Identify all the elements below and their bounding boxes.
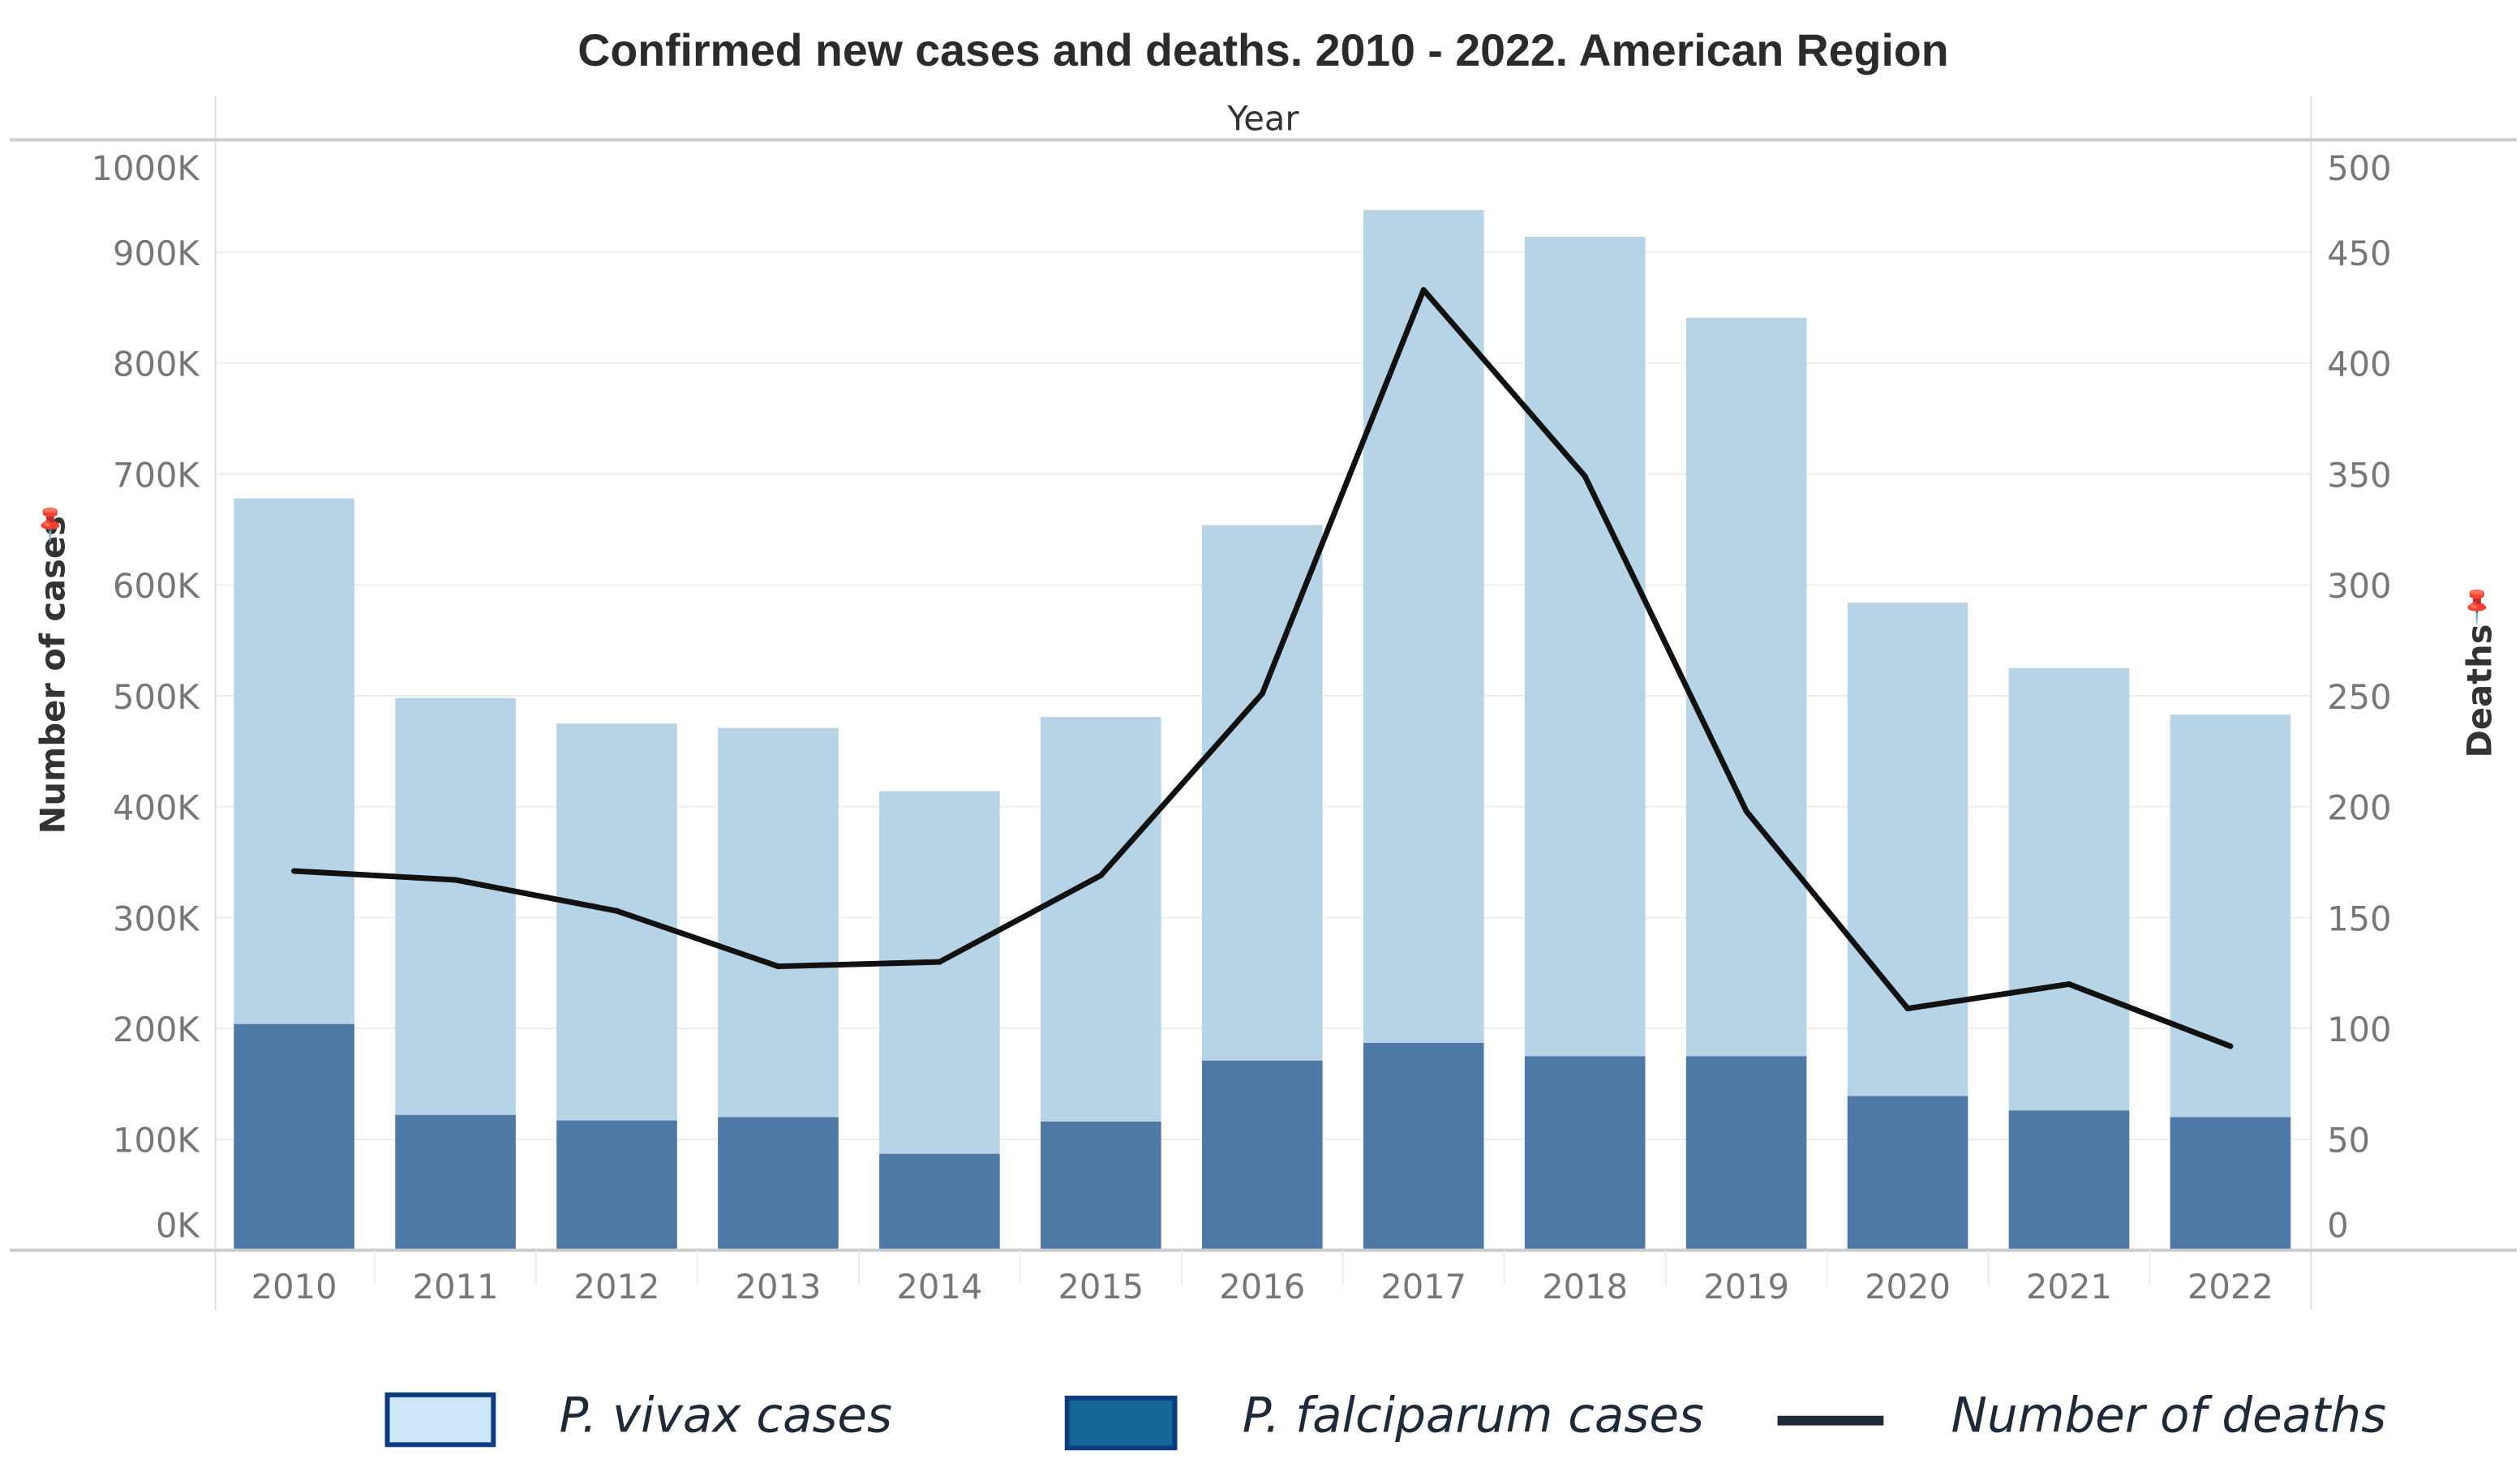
y2-axis-title: Deaths bbox=[2459, 624, 2499, 757]
legend-item-vivax[interactable]: P. vivax cases bbox=[384, 1388, 892, 1448]
deaths-point-2011 bbox=[452, 877, 459, 883]
bar-falciparum-2018 bbox=[1524, 1056, 1646, 1251]
bar-falciparum-2020 bbox=[1847, 1096, 1968, 1251]
x-tick-label: 2017 bbox=[1380, 1267, 1466, 1307]
y2-tick-label: 350 bbox=[2327, 455, 2391, 495]
y-tick-label: 600K bbox=[113, 566, 200, 606]
y-axis-title: Number of cases bbox=[32, 516, 72, 835]
deaths-point-2014 bbox=[936, 959, 942, 965]
x-ticks: 2010 2011 2012 2013 2014 2015 2016 2017 2018 2019… bbox=[251, 1250, 2273, 1307]
bar-vivax-2021 bbox=[2008, 667, 2130, 1111]
legend-item-deaths[interactable]: Number of deaths bbox=[1777, 1388, 2387, 1444]
x-axis-title: Year bbox=[1226, 99, 1299, 139]
bars bbox=[234, 210, 2291, 1251]
bar-falciparum-2019 bbox=[1685, 1056, 1807, 1251]
legend: P. vivax cases P. falciparum cases Numbe… bbox=[384, 1388, 2387, 1451]
bar-falciparum-2014 bbox=[879, 1153, 1000, 1251]
legend-label-deaths: Number of deaths bbox=[1951, 1388, 2387, 1444]
bar-vivax-2020 bbox=[1847, 603, 1968, 1096]
y-tick-label: 200K bbox=[113, 1010, 200, 1049]
y2-tick-label: 50 bbox=[2327, 1121, 2370, 1161]
y2-tick-label: 500 bbox=[2327, 148, 2391, 188]
bar-falciparum-2013 bbox=[718, 1117, 839, 1251]
x-tick-label: 2016 bbox=[1219, 1267, 1305, 1307]
bar-falciparum-2016 bbox=[1201, 1060, 1323, 1251]
bar-falciparum-2021 bbox=[2008, 1110, 2130, 1251]
x-tick-label: 2022 bbox=[2187, 1267, 2273, 1307]
y2-tick-label: 100 bbox=[2327, 1010, 2391, 1049]
bar-vivax-2011 bbox=[395, 697, 516, 1115]
deaths-point-2010 bbox=[291, 868, 298, 874]
deaths-point-2015 bbox=[1097, 872, 1104, 879]
legend-item-falciparum[interactable]: P. falciparum cases bbox=[1064, 1388, 1704, 1451]
legend-swatch-falciparum bbox=[1064, 1395, 1178, 1451]
x-tick-label: 2020 bbox=[1865, 1267, 1951, 1307]
deaths-point-2017 bbox=[1420, 287, 1427, 294]
legend-label-falciparum: P. falciparum cases bbox=[1243, 1388, 1704, 1444]
bar-vivax-2014 bbox=[879, 791, 1000, 1154]
y-ticks: 0K 100K 200K 300K 400K 500K 600K 700K 800K 900K 10… bbox=[92, 148, 201, 1246]
deaths-point-2013 bbox=[775, 963, 782, 970]
y-tick-label: 700K bbox=[113, 455, 200, 495]
y2-tick-label: 450 bbox=[2327, 234, 2391, 273]
y-tick-label: 300K bbox=[113, 899, 200, 938]
bar-vivax-2017 bbox=[1363, 210, 1484, 1043]
bar-vivax-2018 bbox=[1524, 236, 1646, 1057]
deaths-line-group bbox=[291, 287, 2234, 1049]
legend-swatch-vivax bbox=[384, 1392, 496, 1448]
y2-tick-label: 250 bbox=[2327, 677, 2391, 717]
deaths-point-2016 bbox=[1259, 690, 1265, 697]
y-tick-label: 0K bbox=[156, 1206, 200, 1246]
deaths-point-2020 bbox=[1904, 1005, 1911, 1012]
bar-falciparum-2011 bbox=[395, 1114, 516, 1251]
deaths-point-2019 bbox=[1743, 808, 1749, 814]
pin-icon[interactable]: 📌 bbox=[2455, 582, 2500, 627]
y2-ticks: 0 50 100 150 200 250 300 350 400 450 500 bbox=[2327, 148, 2391, 1246]
deaths-point-2012 bbox=[613, 907, 620, 914]
bar-falciparum-2022 bbox=[2170, 1117, 2291, 1251]
y2-tick-label: 150 bbox=[2327, 899, 2391, 938]
bar-falciparum-2010 bbox=[234, 1023, 354, 1251]
x-tick-label: 2013 bbox=[735, 1267, 821, 1307]
bar-falciparum-2015 bbox=[1041, 1122, 1161, 1251]
x-tick-label: 2014 bbox=[896, 1267, 982, 1307]
bar-vivax-2016 bbox=[1201, 525, 1323, 1061]
deaths-point-2021 bbox=[2066, 980, 2072, 988]
y-tick-label: 400K bbox=[113, 788, 200, 828]
bar-vivax-2013 bbox=[718, 727, 839, 1118]
deaths-point-2018 bbox=[1582, 473, 1588, 479]
x-tick-label: 2015 bbox=[1058, 1267, 1144, 1307]
y-tick-label: 100K bbox=[113, 1121, 200, 1161]
x-tick-label: 2010 bbox=[251, 1267, 337, 1307]
bar-vivax-2012 bbox=[556, 723, 677, 1121]
x-tick-label: 2018 bbox=[1542, 1267, 1628, 1307]
deaths-point-2022 bbox=[2227, 1043, 2234, 1049]
x-tick-label: 2012 bbox=[574, 1267, 660, 1307]
bar-vivax-2019 bbox=[1685, 317, 1807, 1057]
y2-tick-label: 400 bbox=[2327, 345, 2391, 384]
x-tick-label: 2011 bbox=[413, 1267, 499, 1307]
y2-tick-label: 0 bbox=[2327, 1206, 2348, 1246]
y-tick-label: 1000K bbox=[92, 148, 201, 188]
chart-title: Confirmed new cases and deaths. 2010 - 2… bbox=[577, 25, 1948, 75]
y-tick-label: 900K bbox=[113, 234, 200, 273]
y2-tick-label: 300 bbox=[2327, 566, 2391, 606]
legend-label-vivax: P. vivax cases bbox=[560, 1388, 892, 1444]
bar-vivax-2015 bbox=[1041, 716, 1161, 1122]
bar-vivax-2010 bbox=[234, 498, 354, 1024]
x-tick-label: 2021 bbox=[2026, 1267, 2112, 1307]
bar-falciparum-2017 bbox=[1363, 1042, 1484, 1251]
bar-falciparum-2012 bbox=[556, 1120, 677, 1251]
y2-tick-label: 200 bbox=[2327, 788, 2391, 828]
y-tick-label: 800K bbox=[113, 345, 200, 384]
bar-vivax-2022 bbox=[2170, 714, 2291, 1118]
x-tick-label: 2019 bbox=[1703, 1267, 1789, 1307]
y-tick-label: 500K bbox=[113, 677, 200, 717]
